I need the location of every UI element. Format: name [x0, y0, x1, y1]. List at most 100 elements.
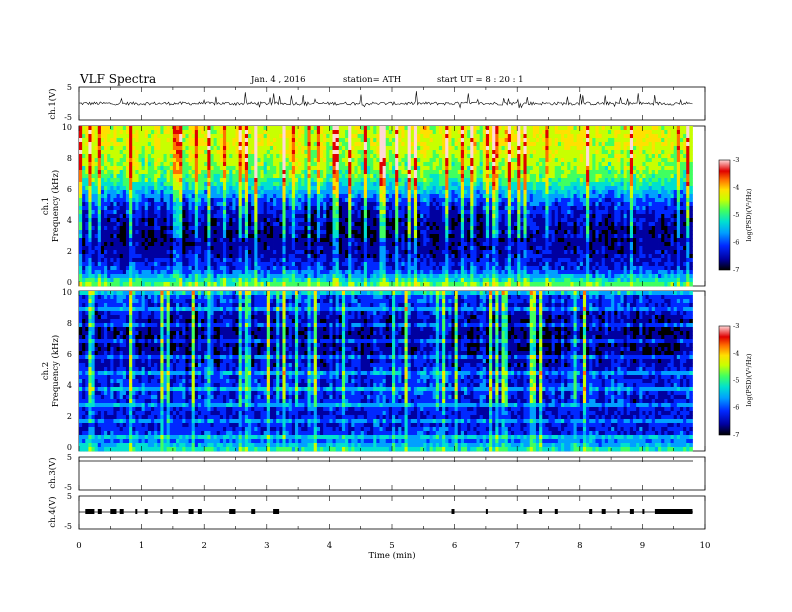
- spectrogram-cell: [307, 186, 312, 191]
- spectrogram-cell: [501, 186, 506, 191]
- spectrogram-cell: [626, 190, 631, 195]
- spectrogram-cell: [248, 134, 252, 139]
- spectrogram-cell: [269, 166, 274, 171]
- spectrogram-cell: [676, 218, 681, 223]
- spectrogram-cell: [94, 166, 99, 171]
- spectrogram-cell: [651, 182, 656, 187]
- spectrogram-cell: [463, 134, 468, 139]
- spectrogram-cell: [348, 206, 352, 211]
- spectrogram-cell: [301, 154, 305, 159]
- spectrogram-cell: [285, 222, 290, 227]
- spectrogram-cell: [345, 138, 349, 143]
- spectrogram-cell: [467, 146, 471, 151]
- spectrogram-cell: [373, 218, 377, 223]
- spectrogram-cell: [410, 178, 415, 183]
- spectrogram-cell: [304, 166, 308, 171]
- spectrogram-cell: [554, 154, 559, 159]
- spectrogram-cell: [664, 174, 668, 179]
- spectrogram-cell: [482, 222, 487, 227]
- spectrogram-cell: [633, 194, 637, 199]
- spectrogram-cell: [679, 222, 684, 227]
- spectrogram-cell: [626, 198, 631, 203]
- spectrogram-cell: [482, 134, 487, 139]
- spectrogram-cell: [370, 194, 374, 199]
- spectrogram-cell: [557, 206, 562, 211]
- spectrogram-cell: [498, 210, 502, 215]
- spectrogram-cell: [564, 198, 568, 203]
- spectrogram-cell: [182, 162, 186, 167]
- spectrogram-cell: [172, 146, 177, 151]
- spectrogram-cell: [642, 142, 646, 147]
- spectrogram-cell: [326, 190, 330, 195]
- spectrogram-cell: [132, 162, 136, 167]
- spectrogram-cell: [407, 222, 412, 227]
- spectrogram-cell: [448, 218, 452, 223]
- spectrogram-cell: [520, 162, 524, 167]
- spectrogram-cell: [238, 158, 243, 163]
- spectrogram-cell: [172, 130, 177, 135]
- spectrogram-cell: [144, 186, 149, 191]
- spectrogram-cell: [639, 202, 643, 207]
- spectrogram-cell: [510, 194, 515, 199]
- spectrogram-cell: [492, 218, 496, 223]
- spectrogram-cell: [323, 154, 327, 159]
- spectrogram-cell: [232, 166, 236, 171]
- spectrogram-cell: [345, 218, 349, 223]
- spectrogram-cell: [298, 214, 302, 219]
- spectrogram-cell: [366, 138, 371, 143]
- spectrogram-cell: [188, 154, 193, 159]
- spectrogram-cell: [116, 202, 121, 207]
- spectrogram-cell: [579, 130, 584, 135]
- spectrogram-cell: [442, 174, 446, 179]
- spectrogram-cell: [320, 150, 324, 155]
- spectrogram-cell: [110, 142, 114, 147]
- spectrogram-cell: [238, 226, 243, 231]
- spectrogram-cell: [301, 182, 305, 187]
- spectrogram-cell: [125, 206, 130, 211]
- spectrogram-cell: [561, 154, 565, 159]
- spectrogram-cell: [507, 126, 512, 131]
- spectrogram-cell: [107, 174, 111, 179]
- spectrogram-cell: [589, 190, 593, 195]
- spectrogram-cell: [132, 190, 136, 195]
- spectrogram-cell: [204, 170, 208, 175]
- spectrogram-cell: [204, 194, 208, 199]
- spectrogram-cell: [689, 182, 693, 187]
- spectrogram-cell: [507, 210, 512, 215]
- spectrogram-cell: [332, 206, 337, 211]
- spectrogram-cell: [510, 154, 515, 159]
- spectrogram-cell: [658, 162, 662, 167]
- spectrogram-cell: [235, 206, 240, 211]
- spectrogram-cell: [404, 190, 409, 195]
- spectrogram-cell: [507, 138, 512, 143]
- spectrogram-cell: [495, 214, 499, 219]
- spectrogram-cell: [598, 218, 603, 223]
- spectrogram-cell: [673, 174, 678, 179]
- spectrogram-cell: [629, 190, 634, 195]
- spectrogram-cell: [107, 214, 111, 219]
- spectrogram-cell: [226, 126, 230, 131]
- spectrogram-cell: [269, 182, 274, 187]
- spectrogram-cell: [310, 150, 315, 155]
- spectrogram-cell: [514, 178, 518, 183]
- spectrogram-cell: [667, 166, 671, 171]
- spectrogram-cell: [241, 182, 246, 187]
- spectrogram-cell: [510, 218, 515, 223]
- spectrogram-cell: [279, 210, 283, 215]
- spectrogram-cell: [567, 222, 571, 227]
- spectrogram-cell: [141, 206, 146, 211]
- spectrogram-cell: [288, 218, 293, 223]
- spectrogram-cell: [207, 182, 211, 187]
- spectrogram-cell: [539, 218, 543, 223]
- spectrogram-cell: [166, 166, 171, 171]
- spectrogram-cell: [561, 146, 565, 151]
- spectrogram-cell: [470, 214, 474, 219]
- spectrogram-cell: [110, 202, 114, 207]
- spectrogram-cell: [129, 146, 133, 151]
- spectrogram-cell: [335, 178, 340, 183]
- spectrogram-cell: [463, 170, 468, 175]
- spectrogram-cell: [129, 190, 133, 195]
- spectrogram-cell: [323, 146, 327, 151]
- spectrogram-cell: [291, 166, 296, 171]
- spectrogram-cell: [207, 162, 211, 167]
